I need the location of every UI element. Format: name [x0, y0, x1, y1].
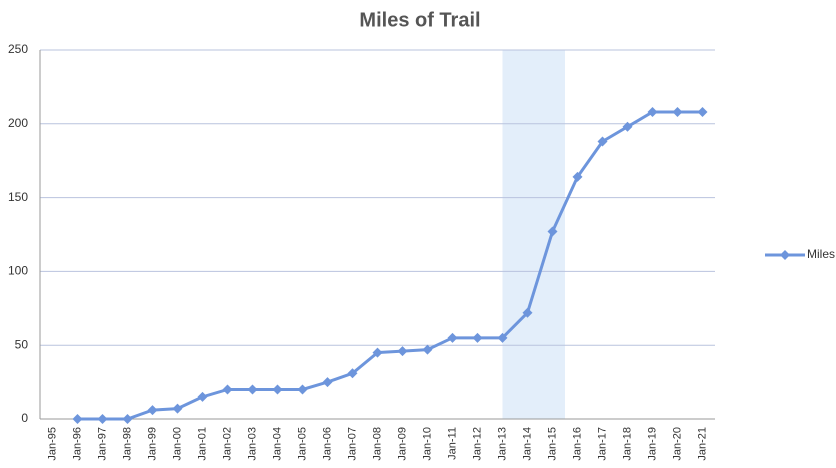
x-tick-label: Jan-11 [446, 427, 458, 460]
marker [297, 384, 308, 395]
marker [572, 171, 583, 182]
marker [472, 332, 483, 343]
marker [197, 391, 208, 402]
x-tick-label: Jan-02 [221, 427, 233, 461]
x-tick-label: Jan-03 [246, 427, 258, 461]
marker [397, 346, 408, 357]
x-tick-label: Jan-13 [496, 427, 508, 461]
y-tick-label: 150 [8, 190, 28, 204]
x-tick-label: Jan-19 [646, 427, 658, 461]
x-tick-label: Jan-12 [471, 427, 483, 461]
y-tick-label: 0 [21, 411, 28, 425]
legend-label: Miles of Trail [807, 247, 836, 261]
x-tick-label: Jan-21 [696, 427, 708, 461]
x-tick-label: Jan-98 [121, 427, 133, 461]
x-tick-label: Jan-08 [371, 427, 383, 461]
x-tick-label: Jan-07 [346, 427, 358, 461]
x-tick-label: Jan-17 [596, 427, 608, 461]
x-tick-label: Jan-14 [521, 427, 533, 461]
marker [122, 414, 133, 424]
marker [647, 106, 658, 117]
y-tick-label: 50 [15, 337, 29, 351]
x-tick-label: Jan-10 [421, 427, 433, 461]
chart-title: Miles of Trail [359, 9, 480, 31]
marker [372, 347, 383, 358]
marker [547, 226, 558, 237]
marker [697, 106, 708, 117]
x-tick-label: Jan-18 [621, 427, 633, 461]
highlight-band [502, 50, 565, 419]
x-tick-label: Jan-05 [296, 427, 308, 461]
marker [97, 414, 108, 424]
y-tick-label: 250 [8, 42, 28, 56]
x-tick-label: Jan-95 [46, 427, 58, 461]
marker [522, 307, 533, 318]
marker [672, 106, 683, 117]
marker [272, 384, 283, 395]
x-tick-label: Jan-01 [196, 427, 208, 461]
marker [172, 403, 183, 414]
x-tick-label: Jan-00 [171, 427, 183, 461]
marker [322, 377, 333, 388]
x-tick-label: Jan-97 [96, 427, 108, 461]
x-tick-label: Jan-15 [546, 427, 558, 461]
marker [247, 384, 258, 395]
marker [447, 332, 458, 343]
x-tick-label: Jan-16 [571, 427, 583, 461]
y-tick-label: 100 [8, 264, 28, 278]
legend-marker [780, 250, 790, 260]
y-tick-label: 200 [8, 116, 28, 130]
x-tick-label: Jan-06 [321, 427, 333, 461]
x-tick-label: Jan-99 [146, 427, 158, 461]
marker [222, 384, 233, 395]
x-tick-label: Jan-09 [396, 427, 408, 461]
marker [422, 344, 433, 355]
marker [347, 368, 358, 379]
series-line [77, 110, 703, 421]
marker [497, 332, 508, 343]
marker [597, 136, 608, 147]
marker [147, 405, 158, 416]
marker [72, 414, 83, 424]
marker [622, 121, 633, 132]
x-tick-label: Jan-96 [71, 427, 83, 461]
x-tick-label: Jan-04 [271, 427, 283, 461]
x-tick-label: Jan-20 [671, 427, 683, 461]
